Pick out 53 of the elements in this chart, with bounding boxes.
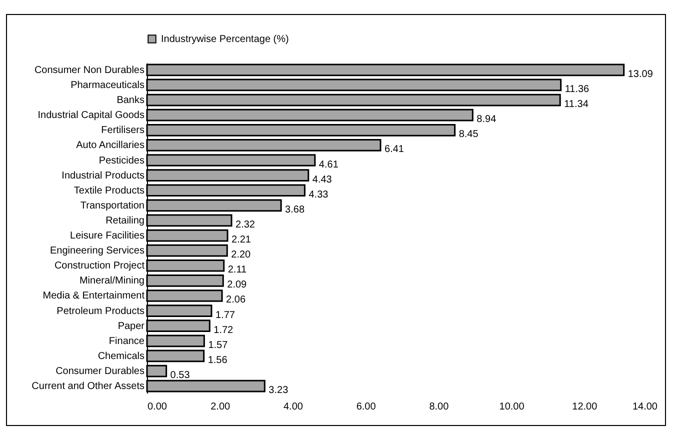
y-tick-label: Paper — [118, 320, 146, 332]
y-tick-label: Industrial Capital Goods — [38, 110, 144, 122]
x-tick-label: 0.00 — [148, 402, 168, 412]
data-label: 1.57 — [208, 340, 228, 351]
y-tick-label: Petroleum Products — [56, 306, 144, 317]
data-label: 1.77 — [215, 310, 236, 321]
data-label: 2.21 — [232, 234, 252, 246]
y-tick-label: Consumer Non Durables — [34, 64, 144, 76]
y-tick-label: Engineering Services — [50, 246, 144, 257]
data-label: 8.45 — [458, 129, 479, 140]
data-label: 4.61 — [318, 159, 339, 170]
data-label: 3.68 — [285, 204, 305, 216]
data-label: 2.32 — [236, 219, 256, 230]
x-tick-label: 12.00 — [572, 402, 598, 412]
y-tick-label: Auto Ancillaries — [76, 140, 144, 152]
y-tick-label: Textile Products — [74, 185, 144, 196]
y-tick-label: Pharmaceuticals — [70, 80, 144, 91]
x-tick-label: 4.00 — [283, 402, 304, 412]
data-label: 11.34 — [564, 99, 589, 110]
data-label: 3.23 — [268, 385, 289, 396]
data-label: 1.56 — [208, 354, 228, 366]
data-label: 4.43 — [312, 174, 332, 186]
y-tick-label: Fertilisers — [101, 125, 144, 136]
y-tick-label: Current and Other Assets — [32, 381, 144, 392]
y-tick-label: Banks — [116, 95, 144, 106]
x-tick-label: 10.00 — [499, 402, 525, 412]
y-tick-label: Industrial Products — [62, 170, 144, 182]
legend-label: Industrywise Percentage (%) — [161, 34, 289, 45]
data-label: 2.11 — [228, 264, 248, 276]
y-tick-label: Retailing — [106, 215, 144, 226]
y-tick-label: Chemicals — [98, 350, 144, 362]
data-label: 2.06 — [226, 294, 246, 306]
y-tick-label: Transportation — [80, 200, 144, 212]
data-label: 2.09 — [227, 280, 248, 291]
data-label: 4.33 — [308, 189, 329, 200]
y-tick-label: Leisure Facilities — [70, 230, 144, 242]
x-tick-label: 6.00 — [356, 402, 376, 412]
y-tick-label: Finance — [108, 336, 145, 347]
data-label: 2.20 — [231, 250, 252, 261]
y-tick-label: Mineral/Mining — [79, 276, 144, 287]
data-label: 13.09 — [628, 68, 654, 80]
data-label: 11.36 — [564, 84, 590, 95]
x-tick-label: 2.00 — [210, 402, 231, 412]
y-tick-label: Construction Project — [54, 260, 145, 272]
data-label: 6.41 — [384, 144, 404, 156]
y-tick-label: Pesticides — [98, 155, 144, 166]
y-tick-label: Media & Entertainment — [42, 290, 145, 302]
y-tick-label: Consumer Durables — [56, 366, 144, 378]
x-tick-label: 14.00 — [632, 402, 658, 412]
x-tick-label: 8.00 — [429, 402, 450, 412]
data-label: 8.94 — [476, 114, 497, 126]
data-label: 0.53 — [170, 370, 190, 382]
data-label: 1.72 — [214, 324, 234, 336]
